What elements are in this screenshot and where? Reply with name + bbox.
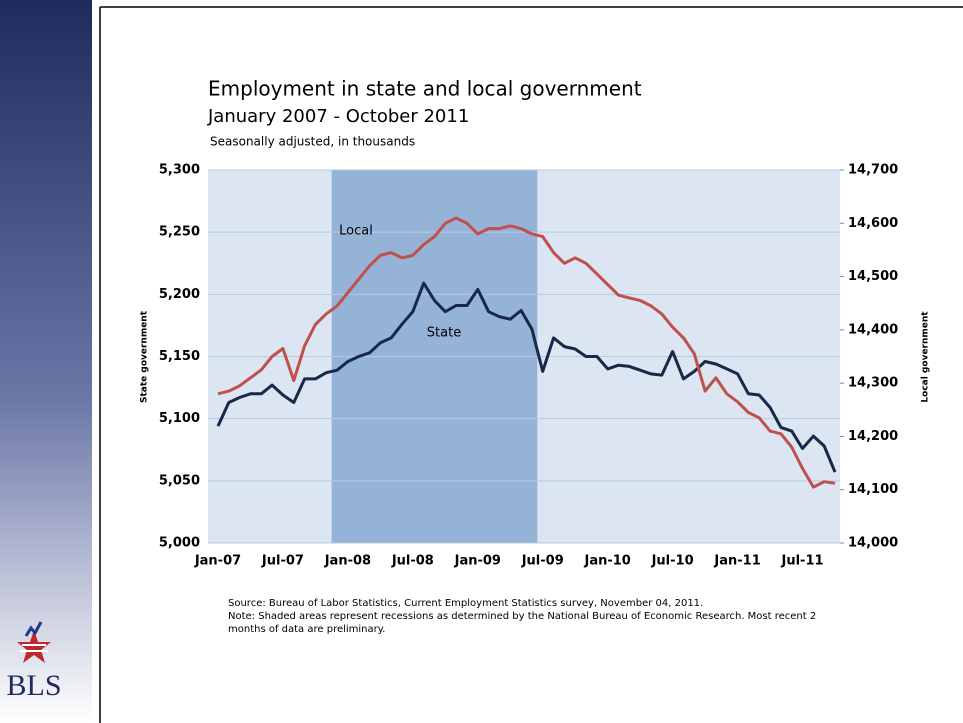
footnotes: Source: Bureau of Labor Statistics, Curr… [228,597,838,636]
sidebar [0,0,92,723]
y-tick-label: 5,050 [159,473,200,488]
y2-tick-label: 14,300 [848,376,898,391]
y-axis-title: State government [140,310,150,403]
y-tick-label: 5,200 [159,287,200,302]
y-tick-label: 5,000 [159,536,200,551]
logo-text: BLS [6,669,61,702]
x-tick-label: Jan-10 [584,554,631,569]
x-tick-label: Jul-09 [521,554,564,569]
y-tick-label: 5,150 [159,349,200,364]
series-line [217,216,836,489]
y-tick-label: 5,300 [159,163,200,178]
bls-logo: BLS [6,621,62,702]
y2-tick-label: 14,200 [848,429,898,444]
x-tick-label: Jul-11 [781,554,824,569]
y-tick-label: 5,250 [159,225,200,240]
y2-axis-title: Local government [921,311,931,403]
x-tick-label: Jan-08 [324,554,371,569]
x-tick-label: Jan-09 [454,554,501,569]
y2-tick-label: 14,400 [848,322,898,337]
units-note: Seasonally adjusted, in thousands [210,135,415,149]
series-label: Local [339,224,373,239]
y2-tick-label: 14,100 [848,482,898,497]
x-tick-label: Jan-11 [713,554,760,569]
x-tick-label: Jul-07 [261,554,304,569]
recession-note: Note: Shaded areas represent recessions … [228,611,817,635]
series-label: State [427,326,461,341]
x-tick-label: Jan-07 [194,554,241,569]
y2-tick-label: 14,500 [848,269,898,284]
x-tick-label: Jul-10 [651,554,694,569]
y2-tick-label: 14,000 [848,536,898,551]
chart-subtitle: January 2007 - October 2011 [207,106,469,127]
y2-tick-label: 14,600 [848,216,898,231]
chart-title: Employment in state and local government [208,77,642,101]
series-line [216,281,837,473]
x-tick-label: Jul-08 [391,554,434,569]
source-note: Source: Bureau of Labor Statistics, Curr… [228,598,704,609]
y2-tick-label: 14,700 [848,163,898,178]
y-tick-label: 5,100 [159,411,200,426]
